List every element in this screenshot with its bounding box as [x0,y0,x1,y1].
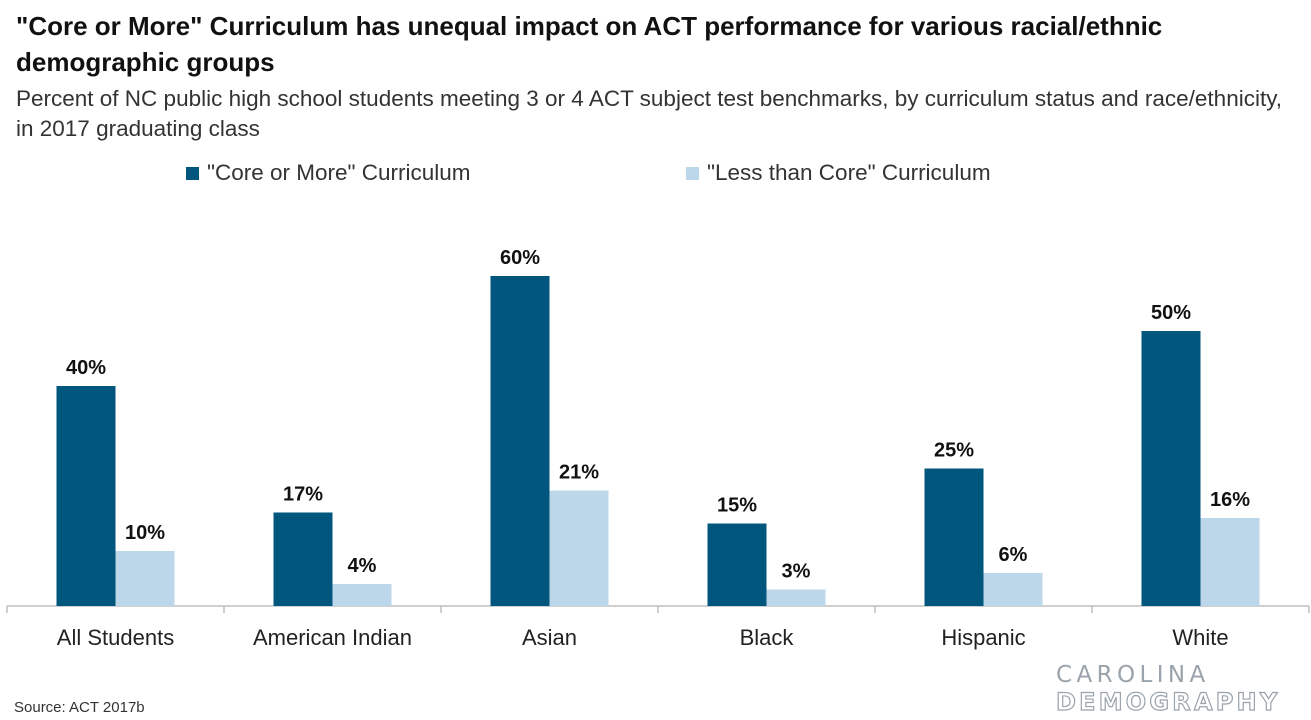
bar-core [924,468,984,606]
legend-label-less: "Less than Core" Curriculum [707,160,991,185]
data-label-core: 50% [1151,302,1191,324]
data-label-core: 15% [717,495,757,517]
bar-less [115,551,175,606]
bar-less [983,573,1043,606]
bar-core [490,276,550,606]
legend-item-less: "Less than Core" Curriculum [686,160,991,186]
bar-less [766,589,826,606]
legend-item-core: "Core or More" Curriculum [186,160,471,186]
x-tick-label: White [1172,625,1228,650]
chart-title: "Core or More" Curriculum has unequal im… [16,11,1163,77]
data-label-core: 60% [500,247,540,269]
logo-text-demography: DEMOGRAPHY [1055,687,1281,716]
data-label-core: 17% [283,484,323,506]
legend-label-core: "Core or More" Curriculum [207,160,471,185]
data-label-less: 21% [559,462,599,484]
data-label-core: 40% [66,357,106,379]
data-label-less: 16% [1210,489,1250,511]
bar-less [1200,518,1260,606]
logo-text-carolina: CAROLINA [1056,662,1210,688]
bar-core [707,523,767,606]
bar-core [56,386,116,606]
x-tick-label: Asian [522,625,577,650]
x-tick-label: Hispanic [941,625,1025,650]
data-label-less: 10% [125,522,165,544]
legend-swatch-less [686,166,699,180]
data-label-less: 6% [999,544,1028,566]
x-tick-label: All Students [57,625,174,650]
source-note: Source: ACT 2017b [14,699,145,716]
legend-swatch-core [186,166,199,180]
data-label-less: 4% [348,555,377,577]
bar-less [549,490,609,606]
data-label-core: 25% [934,440,974,462]
x-tick-label: Black [740,625,795,650]
carolina-demography-logo: CAROLINA DEMOGRAPHY [1055,662,1296,718]
bar-core [1141,331,1201,606]
legend: "Core or More" Curriculum "Less than Cor… [0,160,1311,192]
bar-core [273,512,333,606]
x-tick-label: American Indian [253,625,412,650]
chart-subtitle: Percent of NC public high school student… [16,86,1283,141]
bar-less [332,584,392,606]
data-label-less: 3% [782,561,811,583]
